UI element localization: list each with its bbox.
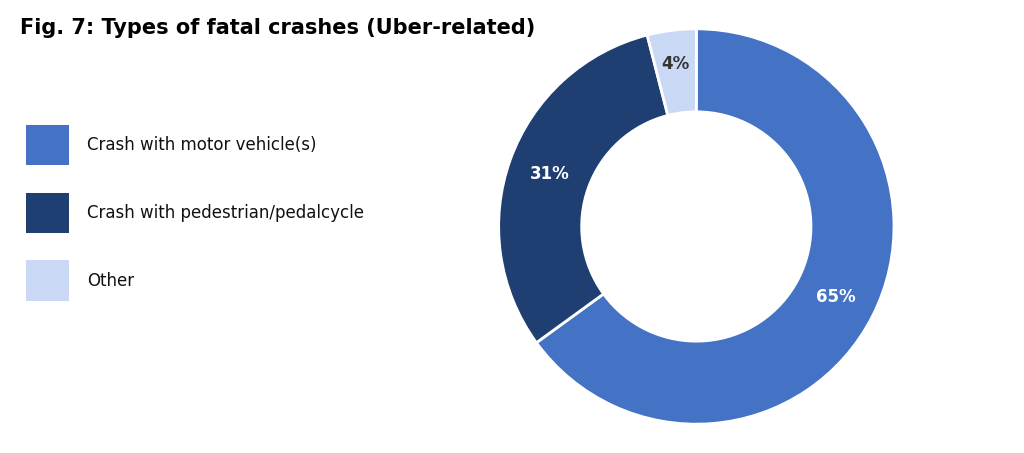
Wedge shape: [647, 29, 696, 116]
Wedge shape: [499, 35, 668, 342]
Text: 31%: 31%: [529, 164, 569, 183]
Wedge shape: [537, 29, 894, 424]
Text: 65%: 65%: [816, 289, 855, 306]
Text: 4%: 4%: [662, 55, 690, 73]
Text: Other: Other: [87, 272, 134, 290]
Text: Crash with motor vehicle(s): Crash with motor vehicle(s): [87, 136, 316, 154]
Text: Fig. 7: Types of fatal crashes (Uber-related): Fig. 7: Types of fatal crashes (Uber-rel…: [20, 18, 536, 38]
Text: Crash with pedestrian/pedalcycle: Crash with pedestrian/pedalcycle: [87, 204, 365, 222]
